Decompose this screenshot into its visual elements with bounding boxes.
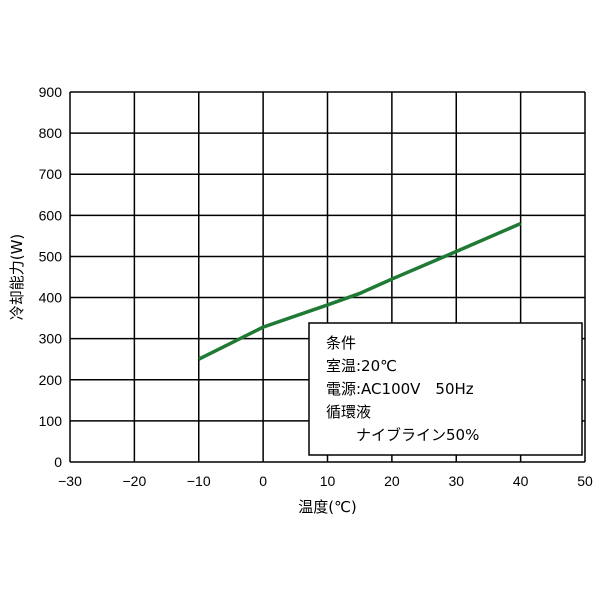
y-tick-label: 100 (39, 413, 63, 429)
annotation-line: 電源:AC100V 50Hz (326, 380, 474, 398)
x-tick-label: −30 (58, 473, 82, 489)
x-axis-label: 温度(℃) (298, 498, 357, 516)
annotation-box (308, 322, 583, 456)
y-axis-label: 冷却能力(W) (8, 234, 26, 321)
annotation-line: 循環液 (326, 403, 371, 421)
x-tick-label: 20 (384, 473, 400, 489)
y-tick-label: 700 (39, 166, 63, 182)
annotation-line: ナイブライン50% (326, 426, 479, 444)
y-tick-label: 0 (54, 454, 62, 470)
annotation-line: 室温:20℃ (326, 357, 397, 375)
x-tick-label: −10 (187, 473, 211, 489)
y-tick-label: 800 (39, 125, 63, 141)
y-tick-label: 600 (39, 207, 63, 223)
y-tick-label: 200 (39, 372, 63, 388)
annotation-line: 条件 (326, 334, 356, 352)
x-tick-label: −20 (123, 473, 147, 489)
x-tick-label: 50 (577, 473, 593, 489)
y-tick-label: 500 (39, 248, 63, 264)
x-tick-label: 0 (259, 473, 267, 489)
y-tick-label: 400 (39, 290, 63, 306)
x-tick-label: 40 (513, 473, 529, 489)
y-tick-label: 300 (39, 331, 63, 347)
x-tick-label: 10 (320, 473, 336, 489)
x-tick-label: 30 (448, 473, 464, 489)
y-tick-label: 900 (39, 84, 63, 100)
